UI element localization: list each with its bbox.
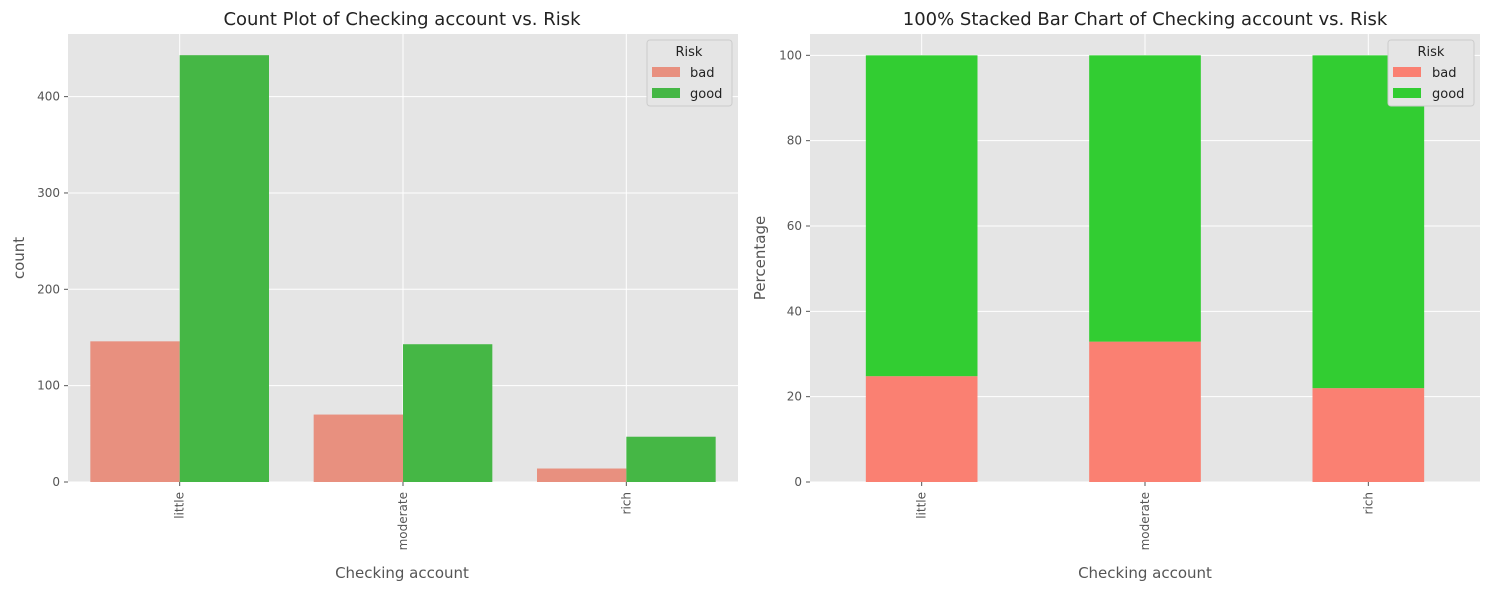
y-tick-label: 100 — [37, 379, 60, 393]
x-ticks-right: little moderate rich — [915, 482, 1375, 550]
x-axis-label-left: Checking account — [335, 564, 469, 582]
legend-swatch-bad-right — [1393, 67, 1421, 77]
y-tick-label: 300 — [37, 186, 60, 200]
legend-swatch-good-left — [652, 88, 680, 98]
bars-left — [90, 55, 716, 482]
y-tick-label: 400 — [37, 90, 60, 104]
x-tick-label: moderate — [396, 492, 410, 550]
legend-swatch-bad-left — [652, 67, 680, 77]
y-tick-label: 60 — [787, 219, 802, 233]
bar-good-little — [179, 55, 269, 482]
bar-bad-little — [865, 376, 978, 482]
bar-bad-moderate — [313, 414, 403, 482]
bar-good-rich — [626, 436, 716, 482]
legend-title-left: Risk — [676, 45, 703, 60]
bar-bad-rich — [1312, 388, 1425, 482]
legend-left: Risk bad good — [646, 39, 733, 107]
chart-title-left: Count Plot of Checking account vs. Risk — [223, 9, 581, 30]
count-plot: 0 100 200 300 400 little moderate rich Count P… — [10, 9, 738, 582]
y-tick-label: 200 — [37, 282, 60, 296]
legend-label-bad-right: bad — [1432, 66, 1456, 81]
y-axis-label-right: Percentage — [751, 216, 769, 300]
legend-title-right: Risk — [1418, 45, 1445, 60]
legend-right: Risk bad good — [1387, 39, 1475, 107]
y-ticks-right: 0 20 40 60 80 100 — [779, 48, 810, 489]
legend-label-good-right: good — [1432, 87, 1464, 102]
y-tick-label: 20 — [787, 390, 802, 404]
bar-bad-rich — [537, 468, 627, 482]
x-tick-label: little — [915, 492, 929, 519]
chart-title-right: 100% Stacked Bar Chart of Checking accou… — [903, 9, 1388, 30]
y-tick-label: 0 — [52, 475, 60, 489]
legend-label-good-left: good — [690, 87, 722, 102]
y-tick-label: 80 — [787, 134, 802, 148]
y-tick-label: 40 — [787, 304, 802, 318]
x-tick-label: little — [173, 492, 187, 519]
x-tick-label: rich — [619, 492, 633, 514]
bar-good-moderate — [1089, 55, 1201, 342]
y-axis-label-left: count — [10, 237, 28, 279]
y-tick-label: 0 — [794, 475, 802, 489]
y-ticks-left: 0 100 200 300 400 — [37, 90, 68, 489]
x-tick-label: moderate — [1138, 492, 1152, 550]
bar-good-little — [865, 55, 978, 377]
bars-right — [865, 55, 1425, 482]
x-tick-label: rich — [1361, 492, 1375, 514]
x-ticks-left: little moderate rich — [173, 482, 633, 550]
y-tick-label: 100 — [779, 48, 802, 62]
bar-bad-little — [90, 341, 180, 482]
bar-good-moderate — [403, 344, 493, 482]
legend-label-bad-left: bad — [690, 66, 714, 81]
stacked-chart: 0 20 40 60 80 100 little moderate rich 100% Sta… — [751, 9, 1480, 582]
x-axis-label-right: Checking account — [1078, 564, 1212, 582]
bar-bad-moderate — [1089, 341, 1201, 482]
legend-swatch-good-right — [1393, 88, 1421, 98]
bar-good-rich — [1312, 55, 1425, 389]
